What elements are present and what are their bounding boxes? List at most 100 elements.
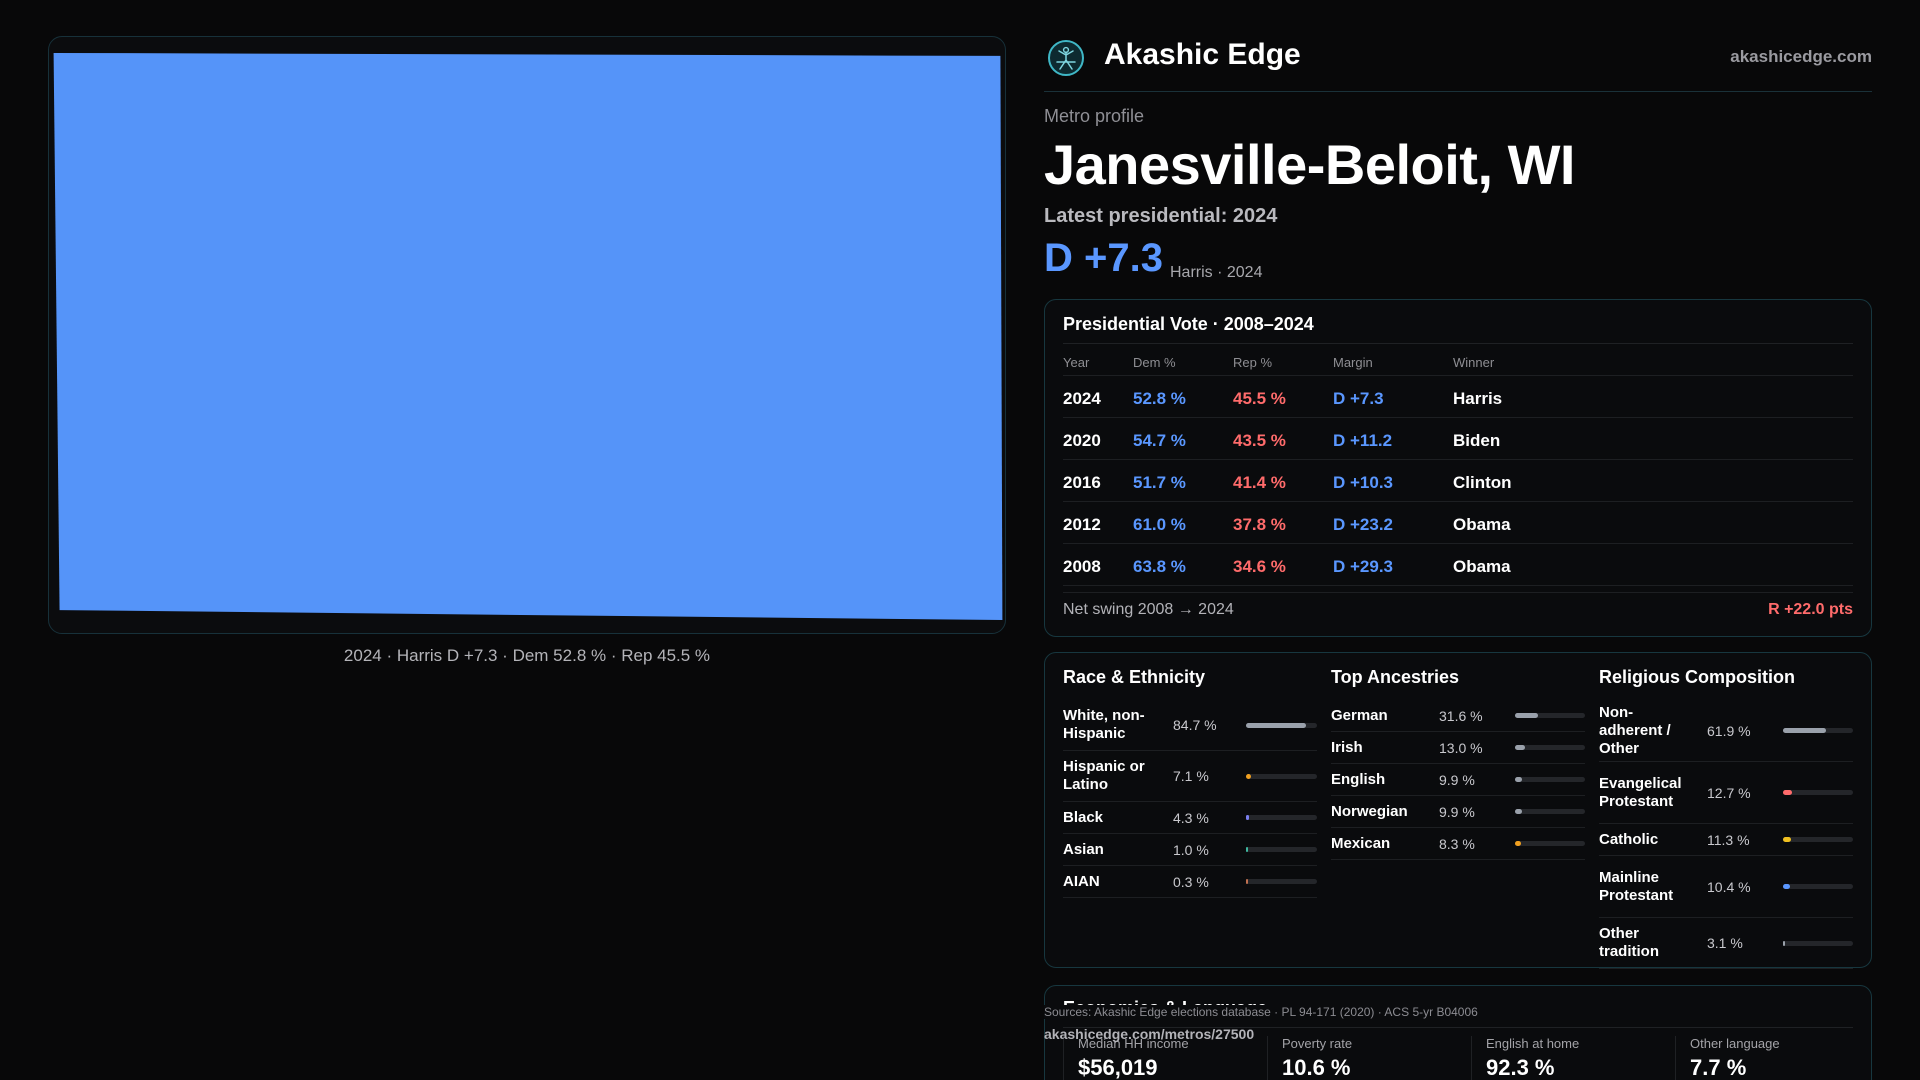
item-bar: [1783, 940, 1853, 946]
item-bar-fill: [1783, 940, 1785, 946]
stat-median-income: Median HH income $56,019: [1063, 1036, 1253, 1080]
page-eyebrow: Metro profile: [1044, 106, 1145, 126]
row-margin: D +7.3: [1333, 389, 1384, 408]
table-row: 2008 63.8 % 34.6 % D +29.3 Obama: [1063, 544, 1853, 586]
list-item: White, non-Hispanic 84.7 %: [1063, 700, 1317, 751]
item-value: 1.0 %: [1173, 841, 1209, 858]
item-label: Asian: [1063, 840, 1104, 858]
row-margin: D +23.2: [1333, 515, 1394, 534]
item-bar-fill: [1246, 773, 1251, 779]
list-item: Evangelical Protestant 12.7 %: [1599, 762, 1853, 824]
list-item: AIAN 0.3 %: [1063, 866, 1317, 898]
item-label: Mexican: [1331, 834, 1391, 852]
stat-poverty-rate: Poverty rate 10.6 %: [1267, 1036, 1457, 1080]
row-rep-pct: 41.4 %: [1233, 473, 1286, 492]
stat-value: 10.6 %: [1282, 1055, 1351, 1080]
item-label: AIAN: [1063, 872, 1100, 890]
row-rep-pct: 37.8 %: [1233, 515, 1286, 534]
item-bar-fill: [1515, 713, 1538, 718]
item-bar-fill: [1246, 879, 1248, 884]
stat-value: 92.3 %: [1486, 1055, 1555, 1080]
item-value: 9.9 %: [1439, 771, 1475, 788]
section-title: Race & Ethnicity: [1063, 667, 1206, 687]
net-swing-label: Net swing 2008 → 2024: [1063, 601, 1234, 618]
item-label: Hispanic or Latino: [1063, 758, 1145, 793]
list-item: English 9.9 %: [1331, 764, 1585, 796]
column-header-margin: Margin: [1333, 355, 1373, 370]
row-winner: Harris: [1453, 389, 1503, 408]
list-item: Catholic 11.3 %: [1599, 824, 1853, 856]
item-value: 9.9 %: [1439, 803, 1475, 820]
list-item: Mainline Protestant 10.4 %: [1599, 856, 1853, 918]
list-item: Irish 13.0 %: [1331, 732, 1585, 764]
row-rep-pct: 45.5 %: [1233, 389, 1286, 408]
column-header-year: Year: [1063, 355, 1090, 370]
list-item: Non-adherent / Other 61.9 %: [1599, 700, 1853, 762]
item-label: Other tradition: [1599, 925, 1659, 960]
item-bar: [1783, 728, 1853, 733]
item-bar: [1246, 722, 1317, 728]
item-label: German: [1331, 706, 1388, 724]
list-item: Mexican 8.3 %: [1331, 828, 1585, 860]
row-year: 2012: [1063, 515, 1101, 534]
page-title: Janesville-Beloit, WI: [1044, 133, 1576, 196]
stat-label: English at home: [1486, 1036, 1580, 1051]
row-winner: Obama: [1453, 557, 1511, 576]
item-bar-fill: [1515, 841, 1521, 846]
metro-map[interactable]: [48, 36, 1006, 634]
item-value: 3.1 %: [1707, 935, 1743, 951]
brand-name[interactable]: Akashic Edge: [1104, 38, 1301, 71]
site-link[interactable]: akashicedge.com: [1730, 47, 1872, 66]
item-label: Irish: [1331, 738, 1363, 756]
row-winner: Biden: [1453, 431, 1501, 450]
item-bar: [1783, 790, 1853, 795]
race-ethnicity-section: Race & Ethnicity White, non-Hispanic 84.7…: [1063, 667, 1317, 898]
item-label: Mainline Protestant: [1599, 868, 1674, 904]
footer-url[interactable]: akashicedge.com/metros/27500: [1044, 1026, 1255, 1042]
item-bar: [1515, 713, 1585, 718]
item-bar-fill: [1515, 777, 1522, 782]
row-winner: Obama: [1453, 515, 1511, 534]
item-label: Evangelical Protestant: [1599, 774, 1682, 810]
net-swing-value: R +22.0 pts: [1768, 601, 1853, 618]
latest-margin: D +7.3: [1044, 236, 1163, 280]
item-value: 84.7 %: [1173, 717, 1217, 733]
presidential-vote-card: Presidential Vote · 2008–2024 Year Dem %…: [1044, 299, 1872, 637]
list-item: Hispanic or Latino 7.1 %: [1063, 751, 1317, 802]
net-swing: Net swing 2008 → 2024 R +22.0 pts: [1063, 592, 1853, 618]
akashic-edge-logo-icon[interactable]: [1046, 38, 1086, 78]
site-header: Akashic Edge akashicedge.com: [1044, 36, 1872, 92]
item-label: White, non-Hispanic: [1063, 707, 1145, 742]
table-header-row: Year Dem % Rep % Margin Winner: [1063, 350, 1853, 376]
table-row: 2024 52.8 % 45.5 % D +7.3 Harris: [1063, 376, 1853, 418]
item-value: 7.1 %: [1173, 768, 1209, 784]
item-label: Non-adherent / Other: [1599, 703, 1671, 757]
item-bar: [1246, 773, 1317, 779]
item-bar: [1246, 847, 1317, 852]
item-bar: [1515, 841, 1585, 846]
card-title: Presidential Vote · 2008–2024: [1063, 314, 1314, 334]
item-value: 61.9 %: [1707, 722, 1751, 739]
column-header-winner: Winner: [1453, 355, 1495, 370]
stat-label: Other language: [1690, 1036, 1780, 1051]
item-label: Norwegian: [1331, 802, 1408, 820]
demographics-card: Race & Ethnicity White, non-Hispanic 84.7…: [1044, 652, 1872, 969]
row-margin: D +11.2: [1333, 431, 1393, 450]
row-year: 2008: [1063, 557, 1101, 576]
list-item: German 31.6 %: [1331, 700, 1585, 732]
vote-table: Year Dem % Rep % Margin Winner 2024 52.8…: [1063, 350, 1853, 586]
item-bar: [1515, 809, 1585, 814]
item-label: English: [1331, 770, 1386, 788]
item-bar: [1783, 884, 1853, 889]
row-margin: D +29.3: [1333, 557, 1394, 576]
row-dem-pct: 51.7 %: [1133, 473, 1186, 492]
item-value: 8.3 %: [1439, 835, 1475, 852]
row-year: 2016: [1063, 473, 1101, 492]
item-bar-fill: [1783, 790, 1792, 795]
item-value: 0.3 %: [1173, 873, 1209, 890]
table-row: 2020 54.7 % 43.5 % D +11.2 Biden: [1063, 418, 1853, 460]
item-bar-fill: [1783, 837, 1791, 842]
stat-english-at-home: English at home 92.3 %: [1471, 1036, 1661, 1080]
stat-value: $56,019: [1078, 1055, 1158, 1080]
item-value: 12.7 %: [1707, 784, 1751, 801]
